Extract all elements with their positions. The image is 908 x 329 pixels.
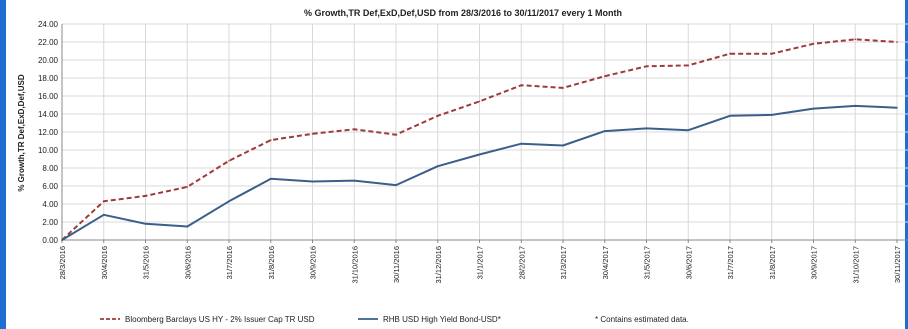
estimated-data-note: * Contains estimated data. [595, 315, 689, 324]
x-tick-label: 31/10/2016 [350, 246, 359, 284]
x-tick-label: 30/9/2016 [309, 246, 318, 279]
series-point [520, 84, 523, 86]
x-tick-label: 30/4/2016 [100, 246, 109, 279]
series-point [311, 133, 314, 135]
x-tick-label: 30/6/2017 [684, 246, 693, 279]
axis-layer: 0.00 2.00 4.00 6.00 8.00 10.00 12.00 14.00 16.00… [38, 20, 908, 284]
series-point [61, 239, 63, 241]
x-tick-label: 31/10/2017 [851, 246, 860, 284]
x-tick-label: 31/5/2017 [643, 246, 652, 279]
y-tick-label: 22.00 [38, 38, 59, 47]
series-point [269, 139, 272, 141]
y-tick-label: 4.00 [42, 200, 58, 209]
x-tick-label: 31/1/2017 [476, 246, 485, 279]
x-tick-label: 31/7/2016 [225, 246, 234, 279]
legend-label-2: RHB USD High Yield Bond-USD* [383, 315, 501, 324]
series-point [395, 184, 397, 186]
x-tick-label: 30/11/2017 [893, 246, 902, 283]
y-axis-label: % Growth,TR Def,ExD,Def,USD [17, 74, 26, 192]
series-point [687, 129, 690, 131]
series-point [311, 180, 314, 183]
series-point [228, 160, 230, 162]
x-tick-label: 28/3/2016 [58, 246, 67, 279]
series-point [353, 179, 356, 182]
x-tick-label: 31/5/2016 [142, 246, 151, 279]
series-point [353, 128, 356, 131]
x-tick-label: 31/12/2016 [434, 246, 443, 284]
series-point [896, 106, 898, 109]
x-tick-label: 30/6/2016 [183, 246, 192, 279]
series-point [478, 153, 481, 156]
series-point [770, 114, 773, 116]
series-point [186, 225, 189, 228]
series-point [645, 65, 648, 68]
series-point [102, 214, 105, 216]
series-point [562, 87, 564, 89]
y-tick-label: 24.00 [38, 20, 59, 29]
y-tick-label: 8.00 [42, 164, 58, 173]
series-point [102, 200, 105, 203]
x-tick-label: 31/7/2017 [726, 246, 735, 279]
series-point [520, 142, 523, 145]
y-tick-label: 6.00 [42, 182, 58, 191]
y-tick-label: 18.00 [38, 74, 59, 83]
series-point [228, 200, 230, 203]
series-point [144, 223, 147, 225]
series-point [812, 43, 815, 45]
frame-right-border [905, 0, 908, 329]
series-point [603, 130, 606, 132]
series-point [812, 107, 815, 110]
legend: Bloomberg Barclays US HY - 2% Issuer Cap… [100, 315, 689, 324]
x-tick-label: 30/4/2017 [601, 246, 610, 279]
series-point [144, 195, 147, 197]
y-tick-label: 20.00 [38, 56, 59, 65]
y-tick-label: 10.00 [38, 146, 59, 155]
series-point [186, 186, 189, 188]
series-point [729, 115, 731, 117]
x-tick-label: 30/9/2017 [810, 246, 819, 279]
series-point [478, 100, 481, 103]
x-tick-label: 31/8/2016 [267, 246, 276, 279]
series-point [770, 52, 773, 55]
y-tick-label: 14.00 [38, 110, 59, 119]
x-tick-label: 28/2/2017 [517, 246, 526, 279]
series-point [896, 41, 898, 43]
x-tick-label: 30/11/2016 [392, 246, 401, 283]
frame-left-border [0, 0, 6, 329]
y-tick-label: 0.00 [42, 236, 58, 245]
series-layer [61, 38, 898, 241]
series-point [854, 38, 857, 41]
x-tick-label: 31/3/2017 [559, 246, 568, 279]
series-point [729, 52, 731, 55]
y-tick-label: 16.00 [38, 92, 59, 101]
chart-title: % Growth,TR Def,ExD,Def,USD from 28/3/20… [304, 8, 622, 18]
series-point [603, 75, 606, 77]
series-point [645, 127, 648, 130]
x-tick-label: 31/8/2017 [768, 246, 777, 279]
grid-layer [61, 23, 908, 241]
series-point [562, 144, 564, 147]
series-point [436, 115, 439, 117]
y-tick-label: 2.00 [42, 218, 58, 227]
series-line-1 [61, 38, 898, 241]
legend-label-1: Bloomberg Barclays US HY - 2% Issuer Cap… [125, 315, 315, 324]
series-point [269, 178, 272, 180]
series-point [687, 64, 690, 67]
y-tick-label: 12.00 [38, 128, 59, 137]
series-point [854, 105, 857, 107]
series-point [436, 165, 439, 167]
series-point [395, 133, 397, 136]
